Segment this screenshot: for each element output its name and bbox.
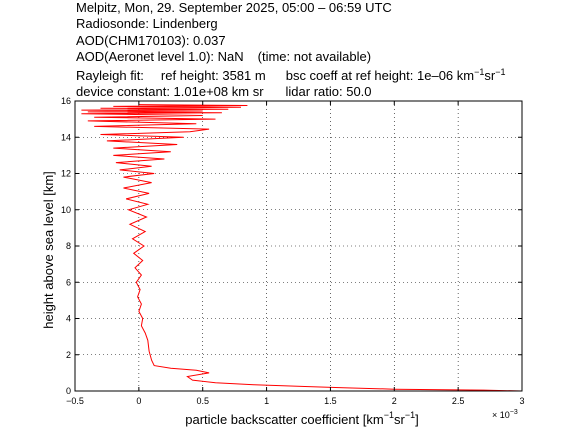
- axes-box: [74, 100, 523, 392]
- y-tick-label: 2: [66, 350, 71, 360]
- x-tick-label: 2: [392, 396, 397, 406]
- device-constant: device constant: 1.01e+08 km sr: [76, 83, 264, 99]
- x-tick-label: 2.5: [452, 396, 465, 406]
- rayleigh-fit-label: Rayleigh fit:: [76, 67, 144, 83]
- chart-header: Melpitz, Mon, 29. September 2025, 05:00 …: [76, 0, 572, 100]
- x-tick-label: 1.5: [324, 396, 337, 406]
- y-tick-label: 4: [66, 314, 71, 324]
- y-tick-label: 8: [66, 241, 71, 251]
- backscatter-profile-line: [81, 104, 523, 392]
- rayleigh-ref-height: ref height: 3581 m: [160, 67, 266, 83]
- y-tick-label: 12: [61, 169, 71, 179]
- x-tick-label: −0.5: [66, 396, 84, 406]
- y-tick-label: 6: [66, 277, 71, 287]
- aod-aeronet-value: AOD(Aeronet level 1.0): NaN: [76, 49, 244, 65]
- x-scale-multiplier: × 10−3: [492, 409, 518, 420]
- title-line-location-time: Melpitz, Mon, 29. September 2025, 05:00 …: [76, 0, 392, 15]
- x-tick-label: 3: [519, 396, 524, 406]
- y-tick-label: 0: [66, 386, 71, 396]
- x-axis-label: particle backscatter coefficient [km−1sr…: [185, 410, 418, 427]
- y-axis-label: height above sea level [km]: [41, 171, 56, 329]
- title-line-rayleigh-fit: Rayleigh fit: ref height: 3581 m bsc coeff…: [76, 66, 572, 84]
- y-tick-labels: 0 2 4 6 8 10 12 14 16: [61, 96, 71, 396]
- axis-ticks: [74, 100, 523, 392]
- y-tick-label: 14: [61, 132, 71, 142]
- title-line-aod-chm: AOD(CHM170103): 0.037: [76, 32, 226, 48]
- lidar-ratio: lidar ratio: 50.0: [285, 83, 372, 99]
- x-tick-labels: −0.5 0 0.5 1 1.5 2 2.5 3: [66, 396, 524, 406]
- rayleigh-bsc-coeff: bsc coeff at ref height: 1e–06 km−1sr−1: [285, 66, 506, 83]
- y-tick-label: 16: [61, 96, 71, 106]
- x-tick-label: 1: [264, 396, 269, 406]
- title-line-device-constant: device constant: 1.01e+08 km sr lidar rat…: [76, 84, 572, 100]
- x-tick-label: 0.5: [196, 396, 209, 406]
- title-line-aod-aeronet: AOD(Aeronet level 1.0): NaN (time: not av…: [76, 49, 572, 65]
- grid-lines: [75, 101, 522, 391]
- y-tick-label: 10: [61, 205, 71, 215]
- x-tick-label: 0: [136, 396, 141, 406]
- aod-aeronet-time: (time: not available): [257, 49, 372, 65]
- title-line-radiosonde: Radiosonde: Lindenberg: [76, 16, 218, 32]
- profile-line-layer: [81, 104, 523, 392]
